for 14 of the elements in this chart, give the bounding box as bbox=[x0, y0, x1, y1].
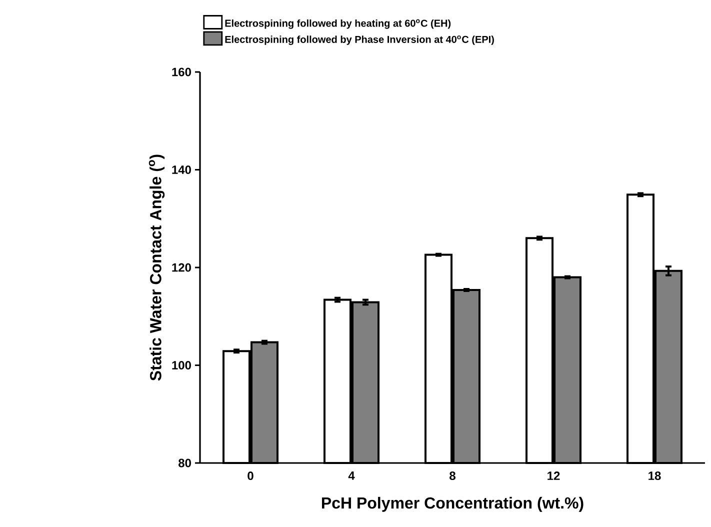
legend-label: Electrospining followed by Phase Inversion at 40$^{o}$C (EPI) bbox=[225, 35, 494, 45]
y-tick-label: 140 bbox=[172, 166, 191, 174]
y-tick-label: 120 bbox=[172, 263, 191, 272]
legend-label: Electrospining followed by heating at 60$^{o}$C (EH) bbox=[225, 19, 451, 29]
x-tick-label: 12 bbox=[548, 472, 560, 480]
x-tick-label: 18 bbox=[648, 472, 661, 480]
y-tick-label: 160 bbox=[172, 68, 191, 76]
x-tick-label: 4 bbox=[348, 472, 355, 480]
y-tick-label: 80 bbox=[178, 458, 191, 468]
y-tick-label: 100 bbox=[172, 361, 191, 370]
x-tick-label: 0 bbox=[248, 472, 254, 480]
y-axis-title: Static Water Contact Angle ($^{o}$) bbox=[148, 154, 165, 381]
x-axis-title: PcH Polymer Concentration (wt.%) bbox=[322, 496, 584, 512]
x-tick-label: 8 bbox=[450, 472, 456, 480]
